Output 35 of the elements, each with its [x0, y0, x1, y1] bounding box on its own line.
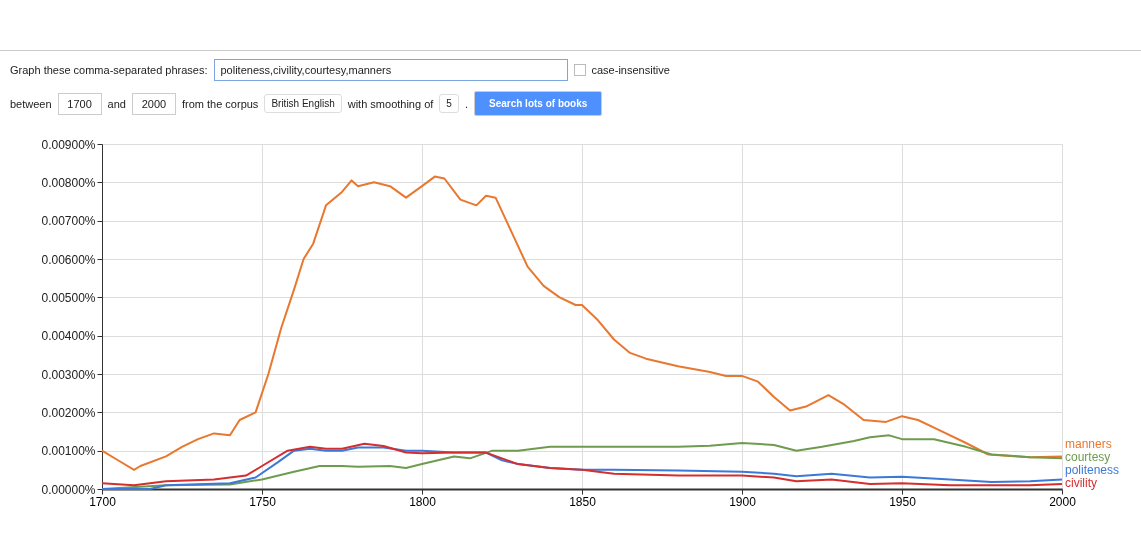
- x-tick-label: 1800: [409, 494, 437, 509]
- series-label: civility: [1065, 476, 1097, 490]
- y-tick-label: 0.00800%: [41, 175, 96, 190]
- dropdown: British English: [264, 94, 342, 113]
- y-tick-label: 0.00900%: [41, 137, 96, 152]
- number-field: 2000: [131, 92, 176, 115]
- series-label: courtesy: [1065, 450, 1111, 464]
- y-tick-label: 0.00500%: [41, 290, 96, 305]
- y-tick-label: 0.00400%: [41, 329, 96, 344]
- x-tick-label: 1750: [249, 494, 277, 509]
- dropdown: 5: [439, 94, 459, 113]
- text: with smoothing of: [347, 97, 434, 110]
- x-tick-label: 2000: [1049, 494, 1077, 509]
- series-label: manners: [1065, 437, 1112, 451]
- button: Search lots of books: [473, 91, 603, 116]
- y-tick-label: 0.00700%: [41, 214, 96, 229]
- text: case-insensitive: [591, 64, 670, 76]
- y-tick-label: 0.00300%: [41, 367, 96, 382]
- text-field: politeness,civility,courtesy,manners: [213, 59, 568, 81]
- y-tick-label: 0.00000%: [41, 482, 96, 497]
- x-tick-label: 1900: [729, 494, 757, 509]
- x-tick-label: 1850: [569, 494, 597, 509]
- x-tick-label: 1700: [89, 494, 117, 509]
- text: and: [107, 97, 126, 110]
- y-tick-label: 0.00100%: [41, 444, 96, 459]
- text: .: [464, 97, 468, 110]
- number-field: 1700: [57, 92, 102, 115]
- line-series: [101, 175, 1063, 471]
- text: between: [10, 97, 52, 110]
- series-label: politeness: [1065, 463, 1120, 477]
- x-tick-label: 1950: [889, 494, 917, 509]
- text: Graph these comma-separated phrases:: [10, 64, 208, 76]
- text: from the corpus: [181, 97, 259, 110]
- y-tick-label: 0.00200%: [41, 405, 96, 420]
- y-tick-label: 0.00600%: [41, 252, 96, 267]
